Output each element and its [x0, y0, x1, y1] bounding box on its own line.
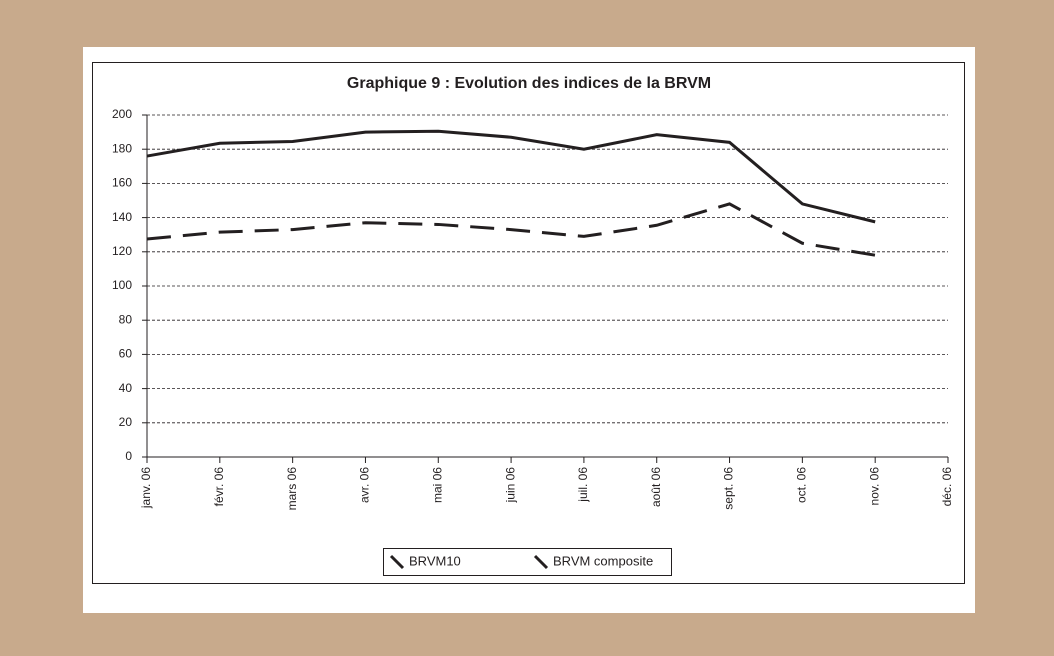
x-tick-label: déc. 06 — [940, 467, 954, 507]
legend-icon — [389, 554, 405, 570]
chart-border — [92, 62, 965, 584]
y-tick-label: 20 — [119, 415, 133, 429]
x-tick-label: févr. 06 — [212, 467, 226, 507]
legend-label: BRVM10 — [409, 553, 461, 568]
y-tick-label: 140 — [112, 210, 132, 224]
x-tick-label: juil. 06 — [576, 467, 590, 503]
x-tick-label: mai 06 — [430, 467, 444, 503]
x-tick-label: juin 06 — [503, 467, 517, 504]
y-tick-label: 100 — [112, 278, 132, 292]
x-tick-label: avr. 06 — [358, 467, 372, 503]
y-tick-label: 120 — [112, 244, 132, 258]
y-tick-label: 200 — [112, 107, 132, 121]
x-tick-label: août 06 — [649, 467, 663, 507]
series-line — [146, 129, 876, 224]
legend-label: BRVM composite — [553, 553, 653, 568]
y-tick-label: 180 — [112, 141, 132, 155]
y-tick-label: 0 — [125, 449, 132, 463]
x-tick-label: sept. 06 — [722, 467, 736, 510]
x-tick-label: mars 06 — [285, 467, 299, 511]
y-tick-label: 80 — [119, 312, 133, 326]
y-tick-label: 40 — [119, 381, 133, 395]
legend-box — [383, 548, 672, 576]
chart-title: Graphique 9 : Evolution des indices de l… — [347, 75, 711, 92]
series-line — [146, 202, 876, 257]
legend-icon — [533, 554, 549, 570]
x-tick-label: janv. 06 — [139, 467, 153, 509]
y-tick-label: 60 — [119, 347, 133, 361]
x-tick-label: oct. 06 — [795, 467, 809, 503]
panel — [83, 47, 975, 613]
y-tick-label: 160 — [112, 176, 132, 190]
x-tick-label: nov. 06 — [867, 467, 881, 506]
